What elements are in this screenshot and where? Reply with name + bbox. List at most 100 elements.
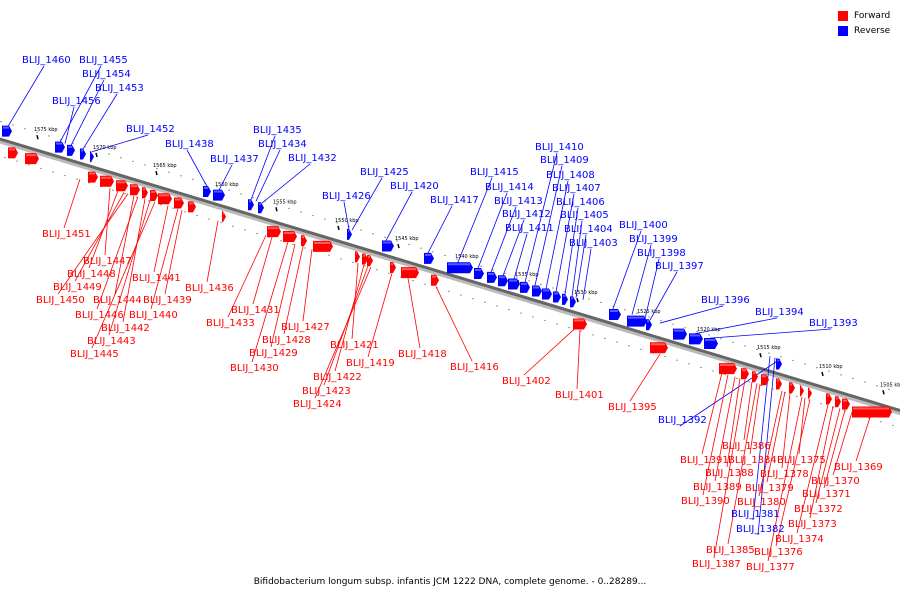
leader-line: [457, 177, 493, 263]
feature-highlight: [131, 185, 137, 188]
track-dot: [244, 229, 246, 231]
reverse-gene-feature: [553, 291, 561, 303]
reverse-gene-feature: [248, 199, 254, 211]
leader-line: [832, 411, 853, 476]
axis-tick: [759, 353, 762, 358]
leader-line: [855, 417, 871, 462]
feature-highlight: [488, 272, 494, 275]
leader-line: [809, 406, 834, 519]
track-dot: [460, 294, 462, 296]
gene-label: BLIJ_1386: [722, 441, 771, 452]
gene-label: BLIJ_1451: [42, 229, 91, 240]
track-dot: [852, 377, 854, 379]
forward-gene-feature: [174, 197, 184, 209]
track-dot: [216, 186, 218, 188]
leader-line: [713, 379, 746, 559]
forward-gene-feature: [100, 175, 114, 187]
track-dot: [160, 204, 162, 206]
track-dot: [420, 247, 422, 249]
track-dot: [472, 298, 474, 300]
forward-gene-feature: [222, 211, 226, 223]
leader-line: [74, 192, 125, 282]
feature-highlight: [204, 186, 208, 189]
reverse-gene-feature: [487, 271, 497, 283]
forward-gene-feature: [8, 147, 18, 159]
gene-labels: BLIJ_1460 BLIJ_1455 BLIJ_1454 BLIJ_1453 BLIJ…: [22, 55, 883, 573]
leader-line: [251, 241, 289, 363]
track-dot: [552, 287, 554, 289]
feature-highlight: [249, 200, 251, 203]
track-dot: [360, 229, 362, 231]
gene-label: BLIJ_1374: [775, 534, 824, 545]
track-dot: [676, 359, 678, 361]
track-dot: [712, 370, 714, 372]
track-dot: [780, 356, 782, 358]
gene-label: BLIJ_1453: [95, 83, 144, 94]
leader-line: [302, 249, 313, 322]
reverse-gene-feature: [447, 262, 473, 274]
gene-label: BLIJ_1413: [494, 196, 543, 207]
axis-tick-label: 1560 kbp: [215, 182, 239, 188]
track-dot: [12, 124, 14, 126]
leader-line: [582, 248, 592, 300]
reverse-gene-feature: [424, 252, 434, 264]
track-dot: [312, 215, 314, 217]
track-dot: [804, 363, 806, 365]
track-dot: [660, 320, 662, 322]
gene-label: BLIJ_1424: [293, 399, 342, 410]
leader-line: [261, 163, 311, 204]
feature-highlight: [554, 292, 558, 295]
forward-gene-feature: [741, 368, 749, 380]
track-dot: [0, 121, 2, 123]
leader-line: [767, 396, 803, 562]
track-dot: [732, 341, 734, 343]
track-dot: [864, 381, 866, 383]
forward-gene-feature: [390, 262, 396, 274]
gene-label: BLIJ_1414: [485, 182, 534, 193]
track-dot: [396, 240, 398, 242]
feature-highlight: [268, 227, 278, 230]
leader-line: [629, 353, 661, 402]
gene-label: BLIJ_1446: [75, 310, 124, 321]
gene-label: BLIJ_1378: [760, 469, 809, 480]
reverse-gene-feature: [258, 202, 264, 214]
leader-line: [91, 201, 156, 349]
track-dot: [124, 193, 126, 195]
leader-line: [59, 65, 102, 143]
track-dot: [348, 225, 350, 227]
feature-highlight: [432, 275, 436, 278]
track-dot: [352, 261, 354, 263]
gene-label: BLIJ_1404: [564, 224, 613, 235]
gene-label: BLIJ_1428: [262, 335, 311, 346]
reverse-gene-feature: [562, 293, 568, 305]
axis-tick-label: 1510 kbp: [819, 364, 843, 370]
track-dot: [820, 403, 822, 405]
track-dot: [240, 193, 242, 195]
track-dot: [568, 327, 570, 329]
leader-line: [679, 358, 781, 427]
track-dot: [744, 345, 746, 347]
gene-label: BLIJ_1433: [206, 318, 255, 329]
track-dot: [192, 178, 194, 180]
forward-gene-feature: [826, 393, 832, 405]
leader-line: [283, 246, 304, 335]
track-dot: [148, 200, 150, 202]
forward-gene-feature: [800, 385, 804, 397]
feature-highlight: [9, 148, 15, 151]
gene-label: BLIJ_1406: [556, 197, 605, 208]
track-dot: [424, 283, 426, 285]
track-dot: [220, 222, 222, 224]
reverse-gene-feature: [542, 288, 552, 300]
axis-tick-label: 1515 kbp: [757, 345, 781, 351]
leader-line: [555, 193, 575, 292]
leader-line: [575, 234, 587, 298]
forward-gene-feature: [573, 318, 587, 330]
track-dot: [300, 211, 302, 213]
track-dot: [364, 265, 366, 267]
track-dot: [624, 309, 626, 311]
track-dot: [828, 370, 830, 372]
axis-tick: [882, 390, 885, 395]
feature-highlight: [356, 252, 357, 255]
axis-tick-label: 1505 kbp: [880, 382, 900, 388]
